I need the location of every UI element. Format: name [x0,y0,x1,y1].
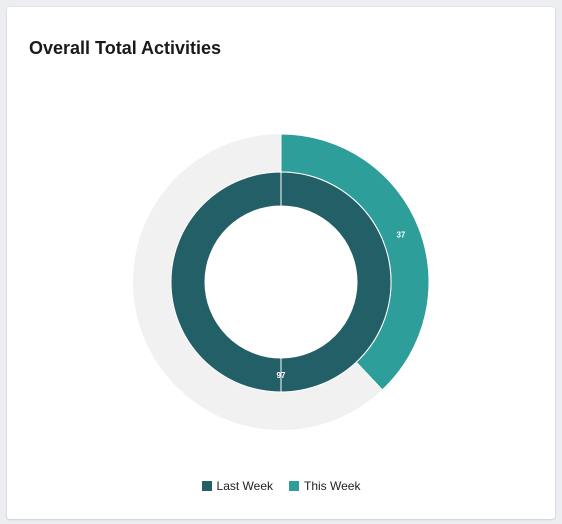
data-label-last-week: 97 [277,371,286,380]
legend-item-this-week[interactable]: This Week [289,479,360,493]
donut-chart: 37 97 [133,133,430,430]
card-title: Overall Total Activities [29,38,222,58]
legend-label-last-week: Last Week [216,479,273,493]
legend-label-this-week: This Week [304,479,361,493]
legend-swatch-last-week [201,481,212,491]
data-label-this-week: 37 [396,231,405,240]
chart-card: Overall Total Activities 37 97 Last Week … [7,7,555,519]
legend-swatch-this-week [289,481,299,491]
donut-segment-last-week[interactable] [170,171,392,393]
legend-item-last-week[interactable]: Last Week [201,479,273,493]
donut-remainder-this-week [133,134,383,430]
chart-legend: Last Week This Week [7,479,555,493]
